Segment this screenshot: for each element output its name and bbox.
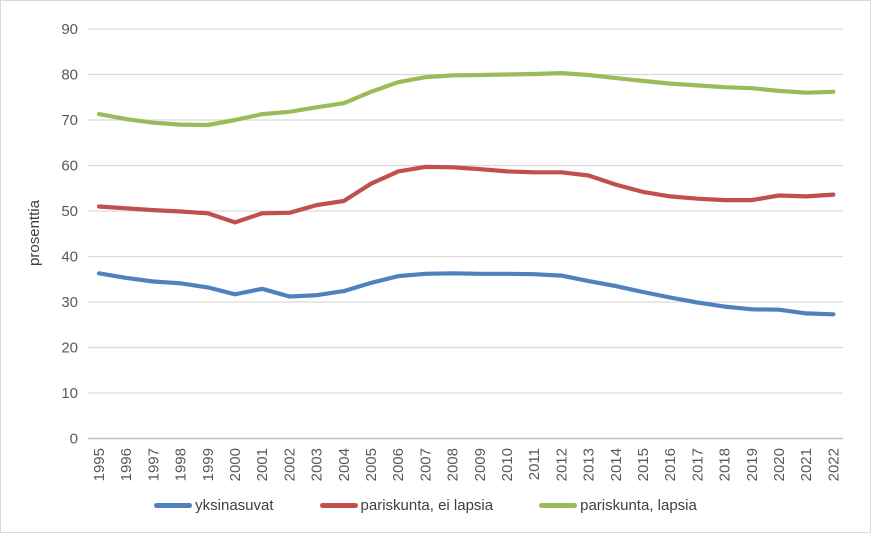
x-tick-label: 2002: [281, 448, 298, 481]
y-axis-labels: 0 10 20 30 40 50 60 70 80 90: [61, 21, 78, 448]
x-tick-label: 2005: [363, 448, 380, 481]
gridlines: [88, 28, 843, 440]
x-tick-label: 2011: [526, 448, 543, 480]
series-lines: [96, 70, 836, 317]
series-line-pariskunta-ei-lapsia: [96, 164, 836, 225]
x-tick-label: 2017: [689, 448, 706, 481]
x-tick-label: 2019: [744, 448, 761, 481]
x-tick-label: 2015: [635, 448, 652, 481]
legend-label: pariskunta, lapsia: [580, 497, 697, 514]
x-tick-label: 1999: [200, 448, 217, 481]
x-tick-label: 2007: [417, 448, 434, 481]
x-tick-label: 2022: [825, 448, 842, 481]
y-axis-title: prosenttia: [26, 199, 43, 266]
x-tick-label: 1998: [173, 448, 190, 481]
x-axis-labels: 1995 1996 1997 1998 1999 2000 2001 2002 2003 2004…: [91, 448, 842, 481]
x-tick-label: 2020: [771, 448, 788, 481]
y-tick-label: 80: [61, 67, 78, 84]
x-tick-label: 2010: [499, 448, 516, 481]
y-tick-label: 50: [61, 203, 78, 220]
x-tick-label: 1995: [91, 448, 108, 481]
x-tick-label: 2000: [227, 448, 244, 481]
x-tick-label: 2014: [608, 448, 625, 481]
y-tick-label: 10: [61, 385, 78, 402]
legend-label: pariskunta, ei lapsia: [360, 497, 494, 514]
legend-line-swatch: [319, 503, 358, 508]
x-tick-label: 2013: [581, 448, 598, 481]
x-tick-label: 2001: [254, 448, 271, 481]
legend-item: pariskunta, lapsia: [539, 497, 697, 514]
x-tick-label: 1996: [118, 448, 135, 481]
x-tick-label: 2009: [472, 448, 489, 481]
y-tick-label: 40: [61, 249, 78, 266]
legend-label: yksinasuvat: [195, 497, 274, 514]
legend-line-swatch: [154, 503, 193, 508]
y-tick-label: 30: [61, 294, 78, 311]
x-tick-label: 2012: [553, 448, 570, 481]
y-tick-label: 20: [61, 340, 78, 357]
x-tick-label: 2008: [445, 448, 462, 481]
x-tick-label: 2006: [390, 448, 407, 481]
legend-line-swatch: [539, 503, 578, 508]
x-tick-label: 1997: [145, 448, 162, 481]
x-tick-label: 2004: [336, 448, 353, 481]
x-tick-label: 2003: [309, 448, 326, 481]
series-line-yksinasuvat: [96, 271, 836, 317]
series-line-pariskunta-lapsia: [96, 70, 836, 128]
x-tick-label: 2018: [717, 448, 734, 481]
legend-item: yksinasuvat: [154, 497, 274, 514]
y-tick-label: 0: [70, 431, 78, 448]
legend-item: pariskunta, ei lapsia: [319, 497, 494, 514]
y-tick-label: 90: [61, 21, 78, 38]
x-tick-label: 2021: [798, 448, 815, 481]
legend: yksinasuvat pariskunta, ei lapsia pariskun…: [1, 497, 860, 514]
y-tick-label: 70: [61, 112, 78, 129]
y-tick-label: 60: [61, 158, 78, 175]
x-tick-label: 2016: [662, 448, 679, 481]
